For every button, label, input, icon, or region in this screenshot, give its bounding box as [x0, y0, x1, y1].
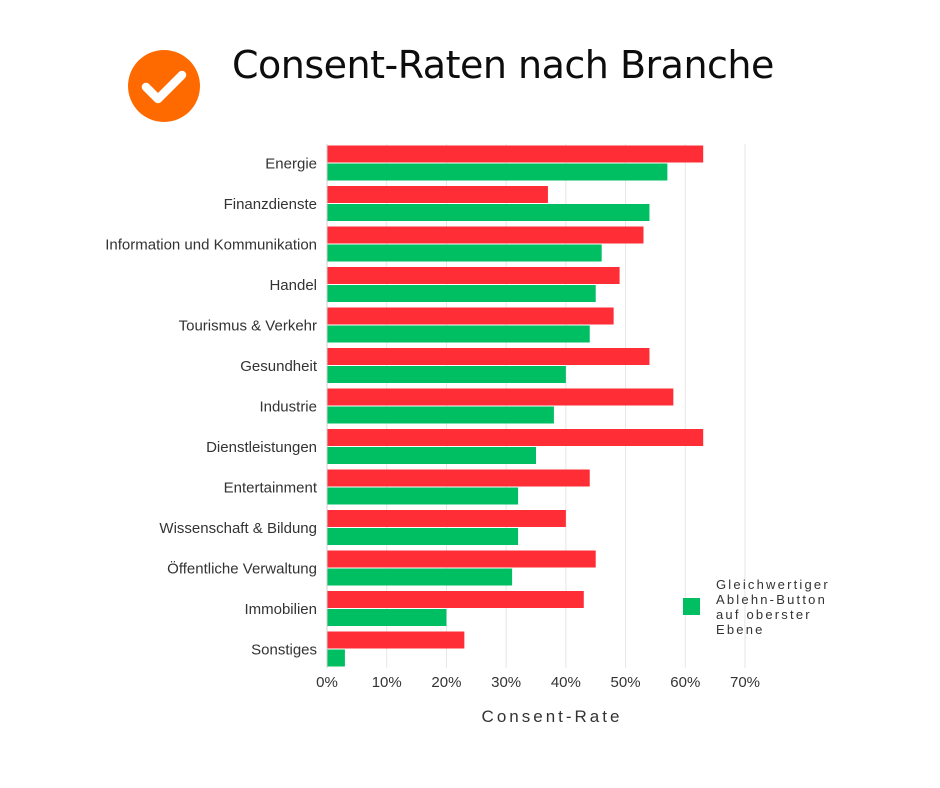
- category-label: Gesundheit: [240, 358, 318, 375]
- bar-red: [327, 267, 620, 284]
- category-label: Finanzdienste: [224, 196, 317, 213]
- bar-red: [327, 307, 614, 325]
- legend-label: auf oberster: [716, 607, 812, 622]
- bar-green: [327, 163, 668, 181]
- x-tick-label: 50%: [611, 674, 641, 691]
- bar-red: [327, 186, 548, 203]
- check-circle-icon: [128, 50, 200, 122]
- x-tick-label: 30%: [491, 674, 521, 691]
- bar-red: [327, 226, 644, 244]
- legend-label: Ebene: [716, 622, 765, 637]
- x-tick-label: 10%: [372, 674, 402, 691]
- x-tick-label: 70%: [730, 674, 760, 691]
- bar-red: [327, 348, 650, 365]
- bar-red: [327, 510, 566, 527]
- bar-green: [327, 568, 513, 586]
- bar-red: [327, 469, 590, 487]
- bar-green: [327, 406, 554, 424]
- bar-green: [327, 609, 447, 626]
- category-label: Wissenschaft & Bildung: [159, 520, 317, 537]
- category-label: Sonstiges: [251, 642, 317, 659]
- x-tick-label: 40%: [551, 674, 581, 691]
- bar-green: [327, 649, 345, 667]
- bar-red: [327, 388, 674, 406]
- x-axis-title: Consent-Rate: [482, 707, 623, 726]
- legend-label: Gleichwertiger: [716, 577, 830, 592]
- bar-green: [327, 447, 536, 464]
- category-label: Entertainment: [224, 480, 318, 497]
- bar-green: [327, 487, 519, 505]
- bar-green: [327, 244, 602, 262]
- bar-green: [327, 325, 590, 343]
- legend-label: Ablehn-Button: [716, 592, 827, 607]
- category-label: Information und Kommunikation: [105, 237, 317, 254]
- category-label: Handel: [269, 277, 317, 294]
- bar-red: [327, 591, 584, 608]
- category-label: Energie: [265, 156, 317, 173]
- category-label: Industrie: [259, 399, 317, 416]
- x-tick-label: 0%: [316, 674, 338, 691]
- bar-green: [327, 366, 566, 383]
- bar-green: [327, 528, 519, 545]
- category-label: Dienstleistungen: [206, 439, 317, 456]
- bar-red: [327, 550, 596, 568]
- legend-swatch: [683, 598, 700, 615]
- bar-green: [327, 285, 596, 302]
- x-tick-label: 60%: [670, 674, 700, 691]
- category-label: Öffentliche Verwaltung: [167, 560, 317, 578]
- chart-title: Consent-Raten nach Branche: [232, 43, 774, 87]
- bar-red: [327, 631, 465, 649]
- category-label: Tourismus & Verkehr: [179, 318, 317, 335]
- bar-green: [327, 204, 650, 221]
- bar-red: [327, 429, 704, 446]
- x-tick-label: 20%: [431, 674, 461, 691]
- category-label: Immobilien: [244, 601, 317, 618]
- bar-red: [327, 145, 704, 163]
